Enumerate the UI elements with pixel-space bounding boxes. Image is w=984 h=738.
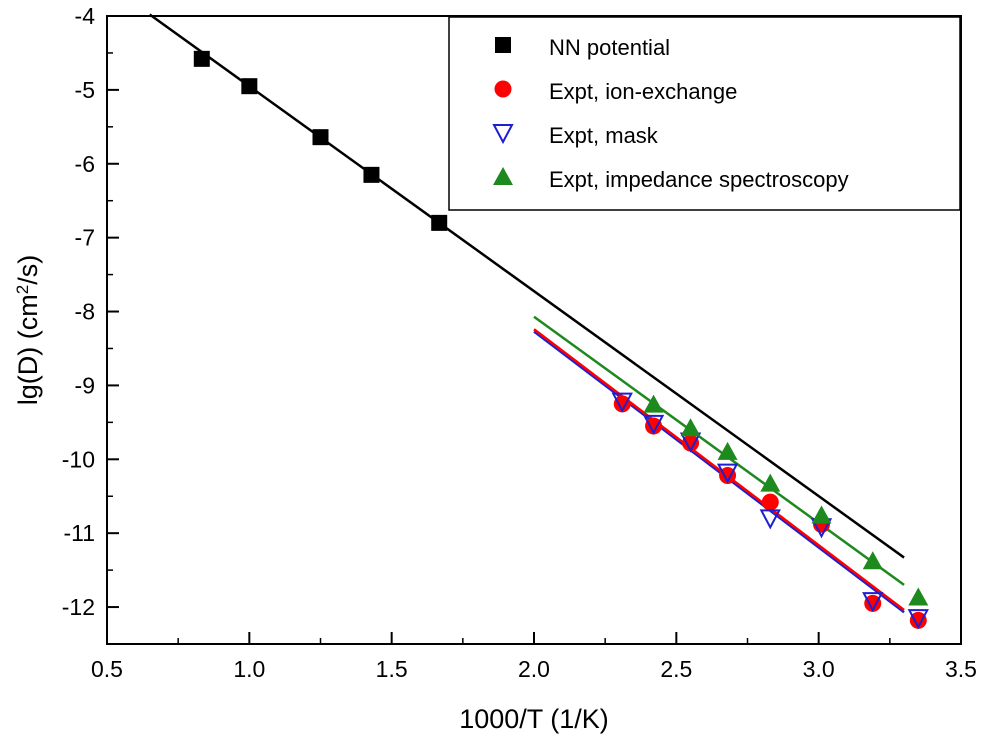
y-tick-label: -6 xyxy=(75,151,95,177)
series-expt-impedance-spectroscopy xyxy=(643,394,929,606)
legend-label: NN potential xyxy=(549,35,670,60)
x-axis-title: 1000/T (1/K) xyxy=(459,704,609,734)
point-nn-potential xyxy=(193,50,210,67)
y-axis-title-prefix: lg(D) (cm xyxy=(13,294,43,405)
y-tick-label: -10 xyxy=(62,446,95,472)
x-tick-label: 0.5 xyxy=(91,656,123,682)
x-tick-label: 2.5 xyxy=(660,656,692,682)
point-expt-impedance-spectroscopy xyxy=(760,473,781,492)
axis-ticks: 0.5 1.0 1.5 2.0 2.5 3.0 3.5 -4 -5 -6 -7 -8 -9 -10 -11 -… xyxy=(62,3,977,682)
y-tick-label: -8 xyxy=(75,299,95,325)
point-expt-impedance-spectroscopy xyxy=(680,418,701,437)
y-tick-label: -9 xyxy=(75,372,95,398)
point-nn-potential xyxy=(312,129,329,146)
x-tick-label: 3.5 xyxy=(945,656,977,682)
point-expt-mask xyxy=(642,414,665,435)
legend-item-expt-mask: Expt, mask xyxy=(492,123,659,148)
point-expt-impedance-spectroscopy xyxy=(862,551,883,570)
point-expt-mask xyxy=(759,509,781,530)
x-tick-label: 3.0 xyxy=(803,656,835,682)
point-expt-ion-exchange xyxy=(761,493,779,511)
legend: NN potential Expt, ion-exchange Expt, mask… xyxy=(448,16,961,211)
point-nn-potential xyxy=(363,166,380,183)
point-expt-impedance-spectroscopy xyxy=(717,441,738,460)
point-expt-ion-exchange xyxy=(682,434,700,452)
legend-marker-expt-mask xyxy=(492,124,514,145)
legend-item-expt-ion-exchange: Expt, ion-exchange xyxy=(494,79,737,104)
legend-item-expt-impedance-spectroscopy: Expt, impedance spectroscopy xyxy=(493,167,849,192)
point-nn-potential xyxy=(431,214,448,231)
series-nn-potential xyxy=(193,50,448,231)
point-expt-mask xyxy=(862,592,884,613)
point-expt-impedance-spectroscopy xyxy=(908,587,929,606)
y-tick-label: -4 xyxy=(75,3,96,29)
x-tick-label: 1.0 xyxy=(233,656,265,682)
fit-line xyxy=(533,315,905,586)
point-nn-potential xyxy=(241,78,258,95)
fit-line xyxy=(148,13,905,559)
fit-lines xyxy=(148,13,905,614)
y-tick-label: -12 xyxy=(62,594,95,620)
x-tick-label: 1.5 xyxy=(376,656,408,682)
y-axis-title-suffix: /s) xyxy=(13,255,43,285)
x-tick-label: 2.0 xyxy=(518,656,550,682)
legend-item-nn-potential: NN potential xyxy=(495,35,670,60)
point-expt-impedance-spectroscopy xyxy=(643,394,664,413)
y-tick-label: -5 xyxy=(75,77,95,103)
y-axis-title: lg(D) (cm2/s) xyxy=(13,255,44,405)
y-tick-label: -11 xyxy=(63,520,95,546)
point-expt-mask xyxy=(611,392,633,413)
fit-line xyxy=(533,328,905,612)
point-expt-ion-exchange xyxy=(909,611,927,629)
data-points xyxy=(193,50,929,630)
fit-line xyxy=(533,330,905,614)
legend-label: Expt, impedance spectroscopy xyxy=(549,167,849,192)
legend-label: Expt, ion-exchange xyxy=(549,79,737,104)
point-expt-impedance-spectroscopy xyxy=(811,505,832,524)
point-expt-ion-exchange xyxy=(613,395,631,413)
legend-marker-expt-ion-exchange xyxy=(494,80,512,98)
y-tick-label: -7 xyxy=(75,225,95,251)
point-expt-ion-exchange xyxy=(719,467,737,485)
point-expt-mask xyxy=(716,463,739,484)
legend-marker-expt-impedance-spectroscopy xyxy=(493,167,513,185)
legend-marker-nn-potential xyxy=(495,37,511,53)
y-axis-title-sup: 2 xyxy=(13,285,32,294)
legend-box xyxy=(448,16,961,211)
point-expt-mask xyxy=(907,609,929,630)
point-expt-ion-exchange xyxy=(645,417,663,435)
point-expt-ion-exchange xyxy=(864,594,882,612)
legend-label: Expt, mask xyxy=(549,123,659,148)
